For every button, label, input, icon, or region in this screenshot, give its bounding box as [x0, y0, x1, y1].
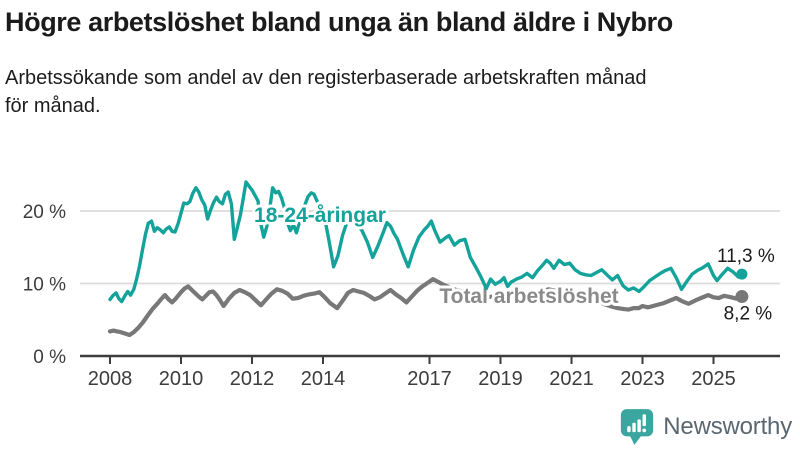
chart-subtitle: Arbetssökande som andel av den registerb… — [5, 67, 647, 117]
y-tick-label-20: 20 % — [23, 202, 66, 223]
total-end-dot — [735, 290, 749, 304]
x-tick-label-2014: 2014 — [301, 368, 346, 390]
x-tick-label-2021: 2021 — [549, 368, 594, 390]
page-title: Högre arbetslöshet bland unga än bland ä… — [5, 7, 673, 37]
young-series-line — [108, 180, 744, 304]
total-series-line — [107, 277, 745, 338]
young-end-dot — [736, 268, 748, 280]
newsworthy-logo: Newsworthy — [620, 408, 792, 446]
chart-header: Högre arbetslöshet bland unga än bland ä… — [5, 6, 795, 120]
x-tick-label-2025: 2025 — [691, 368, 736, 390]
total-series-label: Total arbetslöshet — [439, 285, 618, 308]
y-tick-label-10: 10 % — [23, 275, 66, 296]
young-series-label: 18-24-åringar — [254, 204, 386, 227]
x-tick-label-2017: 2017 — [407, 368, 452, 390]
x-tick-label-2010: 2010 — [159, 368, 204, 390]
x-tick-label-2008: 2008 — [88, 368, 133, 390]
young-end-value-label: 11,3 % — [717, 246, 775, 267]
total-end-value-label: 8,2 % — [724, 304, 773, 325]
x-tick-label-2023: 2023 — [620, 368, 665, 390]
y-tick-label-0: 0 % — [33, 347, 66, 368]
newsworthy-logo-icon — [621, 409, 654, 445]
x-tick-label-2012: 2012 — [230, 368, 275, 390]
brand-wordmark: Newsworthy — [663, 413, 792, 440]
x-tick-label-2019: 2019 — [478, 368, 523, 390]
